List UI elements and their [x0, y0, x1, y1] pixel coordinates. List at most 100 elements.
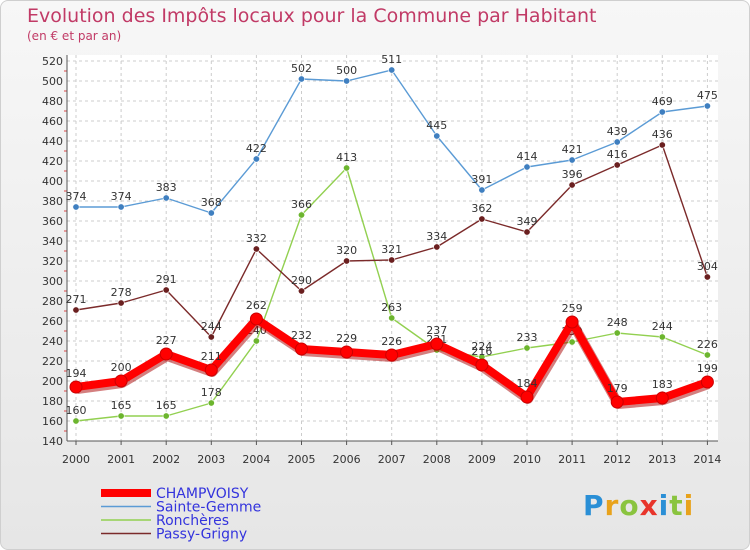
- y-tick-label: 520: [42, 55, 63, 68]
- data-point: [297, 287, 305, 295]
- logo-letter: P: [583, 489, 605, 522]
- y-tick-label: 180: [42, 395, 63, 408]
- data-point: [703, 273, 711, 281]
- data-point: [297, 75, 305, 83]
- data-label: 421: [562, 143, 583, 156]
- data-label: 374: [111, 190, 132, 203]
- legend-label: Sainte-Gemme: [156, 500, 261, 516]
- data-point: [613, 138, 621, 146]
- data-point: [475, 358, 489, 372]
- data-point: [343, 257, 351, 265]
- data-label: 229: [336, 332, 357, 345]
- y-tick-label: 340: [42, 235, 63, 248]
- data-point: [343, 164, 351, 172]
- logo-letter: x: [639, 489, 659, 522]
- data-point: [565, 315, 579, 329]
- data-point: [117, 412, 125, 420]
- data-label: 320: [336, 244, 357, 257]
- data-point: [252, 155, 260, 163]
- data-label: 278: [111, 286, 132, 299]
- data-point: [478, 215, 486, 223]
- x-tick-label: 2001: [107, 453, 135, 466]
- y-tick-label: 420: [42, 155, 63, 168]
- data-point: [658, 141, 666, 149]
- x-tick-label: 2009: [468, 453, 496, 466]
- chart-subtitle: (en € et par an): [27, 29, 122, 43]
- data-label: 391: [471, 173, 492, 186]
- data-point: [433, 243, 441, 251]
- y-tick-label: 220: [42, 355, 63, 368]
- y-tick-label: 160: [42, 415, 63, 428]
- data-label: 321: [381, 243, 402, 256]
- data-point: [207, 209, 215, 217]
- y-tick-label: 140: [42, 435, 63, 448]
- x-tick-label: 2004: [242, 453, 270, 466]
- data-label: 439: [607, 125, 628, 138]
- data-label: 368: [201, 196, 222, 209]
- data-label: 332: [246, 232, 267, 245]
- y-tick-label: 260: [42, 315, 63, 328]
- data-label: 183: [652, 378, 673, 391]
- y-tick-label: 360: [42, 215, 63, 228]
- data-point: [297, 211, 305, 219]
- data-point: [207, 399, 215, 407]
- y-tick-label: 380: [42, 195, 63, 208]
- data-label: 413: [336, 151, 357, 164]
- data-label: 362: [471, 202, 492, 215]
- data-point: [388, 256, 396, 264]
- data-label: 179: [607, 382, 628, 395]
- data-point: [523, 344, 531, 352]
- x-tick-label: 2006: [333, 453, 361, 466]
- data-point: [204, 363, 218, 377]
- data-label: 244: [201, 320, 222, 333]
- data-point: [703, 102, 711, 110]
- data-label: 422: [246, 142, 267, 155]
- data-label: 194: [66, 367, 87, 380]
- data-point: [430, 337, 444, 351]
- data-point: [385, 348, 399, 362]
- data-label: 366: [291, 198, 312, 211]
- data-label: 396: [562, 168, 583, 181]
- data-label: 259: [562, 302, 583, 315]
- data-label: 199: [697, 362, 718, 375]
- data-label: 216: [471, 345, 492, 358]
- data-point: [252, 245, 260, 253]
- data-label: 290: [291, 274, 312, 287]
- data-point: [114, 374, 128, 388]
- data-label: 184: [517, 377, 538, 390]
- data-label: 160: [66, 404, 87, 417]
- data-label: 500: [336, 64, 357, 77]
- proxiti-logo: Proxiti: [583, 489, 694, 522]
- x-tick-label: 2000: [62, 453, 90, 466]
- data-point: [568, 156, 576, 164]
- data-label: 262: [246, 299, 267, 312]
- y-tick-label: 400: [42, 175, 63, 188]
- data-point: [117, 203, 125, 211]
- y-tick-label: 200: [42, 375, 63, 388]
- legend-label: CHAMPVOISY: [156, 486, 249, 502]
- data-point: [478, 186, 486, 194]
- data-label: 178: [201, 386, 222, 399]
- data-point: [613, 161, 621, 169]
- data-point: [162, 286, 170, 294]
- data-label: 263: [381, 301, 402, 314]
- data-label: 383: [156, 181, 177, 194]
- data-point: [159, 347, 173, 361]
- x-tick-label: 2008: [423, 453, 451, 466]
- data-point: [520, 390, 534, 404]
- logo-letter: t: [669, 489, 684, 522]
- y-tick-label: 320: [42, 255, 63, 268]
- chart-title: Evolution des Impôts locaux pour la Comm…: [27, 5, 597, 27]
- data-point: [568, 338, 576, 346]
- data-label: 416: [607, 148, 628, 161]
- logo-letter: i: [658, 489, 670, 522]
- x-tick-label: 2010: [513, 453, 541, 466]
- y-tick-label: 460: [42, 115, 63, 128]
- data-point: [523, 163, 531, 171]
- y-tick-label: 500: [42, 75, 63, 88]
- x-tick-label: 2013: [648, 453, 676, 466]
- data-point: [700, 375, 714, 389]
- data-point: [117, 299, 125, 307]
